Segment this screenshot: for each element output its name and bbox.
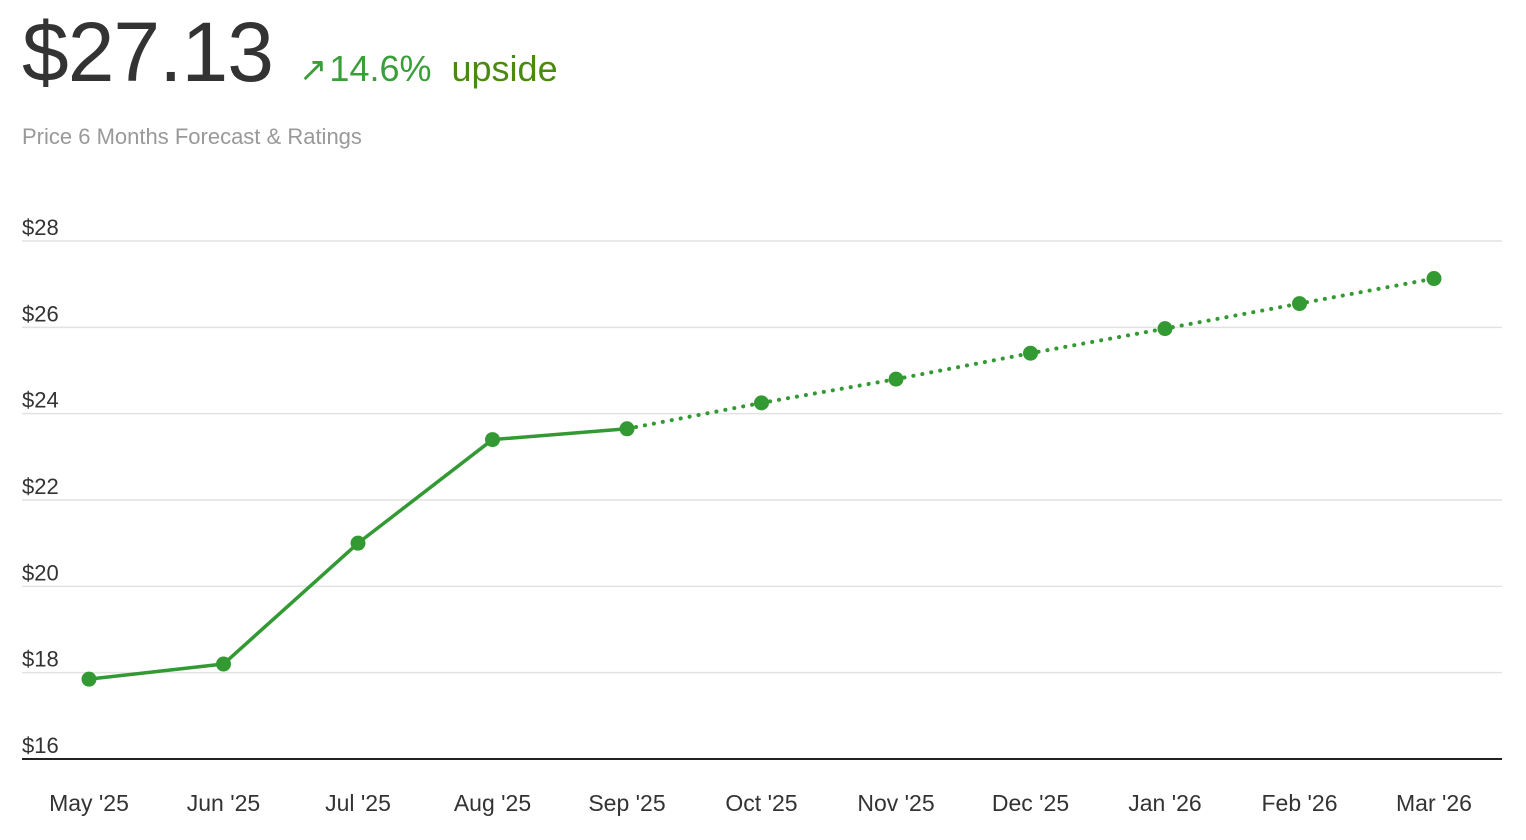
data-point[interactable] <box>1292 296 1307 312</box>
x-tick-label: Mar '26 <box>1396 790 1472 816</box>
gridlines <box>22 240 1502 674</box>
data-point[interactable] <box>216 656 231 672</box>
data-point[interactable] <box>1023 345 1038 361</box>
y-tick-label: $28 <box>22 215 59 240</box>
price-forecast-chart: $16 $18 $20 $22 $24 $26 $28 May '25 Jun '25 Jul … <box>22 215 1502 816</box>
data-point[interactable] <box>485 432 500 448</box>
y-axis-labels: $16 $18 $20 $22 $24 $26 $28 <box>22 215 59 758</box>
data-point[interactable] <box>619 421 635 437</box>
x-tick-label: Aug '25 <box>454 790 531 816</box>
chart-subtitle: Price 6 Months Forecast & Ratings <box>22 124 362 149</box>
x-tick-label: Jan '26 <box>1128 790 1201 816</box>
data-points <box>81 271 1442 687</box>
data-point[interactable] <box>888 371 904 387</box>
x-axis-labels: May '25 Jun '25 Jul '25 Aug '25 Sep '25 Oct '… <box>49 790 1472 816</box>
y-tick-label: $26 <box>22 301 59 326</box>
upside-indicator: ↗ 14.6% upside <box>299 48 558 90</box>
y-tick-label: $18 <box>22 647 59 672</box>
data-point[interactable] <box>350 535 366 551</box>
change-percent: 14.6% <box>329 48 432 89</box>
y-tick-label: $22 <box>22 474 59 499</box>
x-tick-label: Feb '26 <box>1262 790 1338 816</box>
header: $27.13 ↗ 14.6% upside <box>22 10 558 94</box>
current-price: $27.13 <box>22 5 274 99</box>
y-tick-label: $16 <box>22 733 59 758</box>
series-lines <box>88 276 1436 681</box>
x-tick-label: Nov '25 <box>857 790 934 816</box>
data-point[interactable] <box>754 395 769 411</box>
data-point[interactable] <box>1426 271 1442 287</box>
x-tick-label: Oct '25 <box>725 790 797 816</box>
x-tick-label: Dec '25 <box>992 790 1069 816</box>
x-tick-label: Jul '25 <box>325 790 391 816</box>
upside-label: upside <box>451 48 558 89</box>
history-line <box>88 427 628 681</box>
x-tick-label: Sep '25 <box>588 790 665 816</box>
data-point[interactable] <box>81 671 97 687</box>
data-point[interactable] <box>1157 321 1173 337</box>
y-tick-label: $20 <box>22 560 59 585</box>
arrow-up-right-icon: ↗ <box>298 51 328 89</box>
y-tick-label: $24 <box>22 388 59 413</box>
x-tick-label: May '25 <box>49 790 129 816</box>
x-tick-label: Jun '25 <box>187 790 260 816</box>
